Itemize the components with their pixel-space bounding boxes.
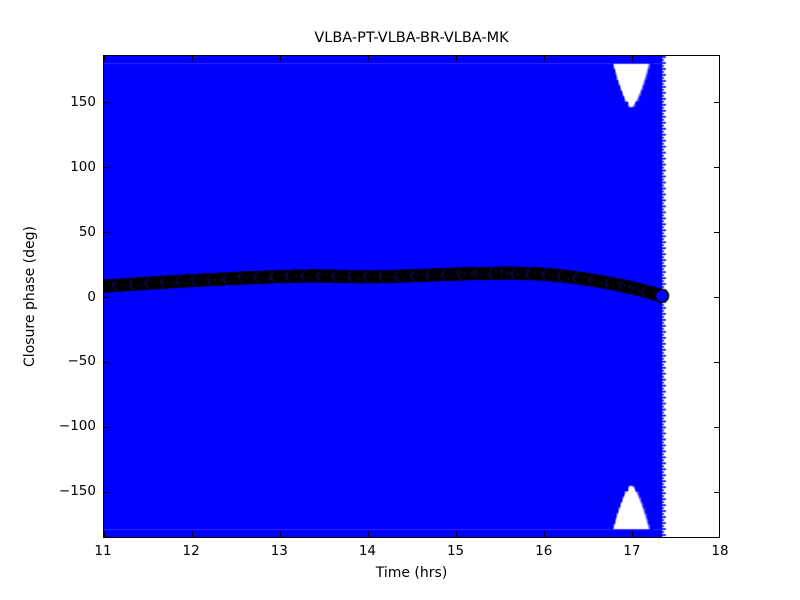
x-tick-mark [455, 532, 458, 537]
y-tick-mark [714, 491, 719, 493]
y-tick-mark [714, 361, 719, 363]
y-tick-mark [714, 167, 719, 169]
x-tick-mark [279, 56, 281, 61]
x-tick-label: 15 [446, 543, 465, 559]
x-axis-label: Time (hrs) [375, 565, 448, 581]
x-tick-mark [104, 532, 105, 537]
y-tick-mark [104, 231, 109, 234]
x-tick-mark [279, 532, 281, 537]
y-tick-mark [104, 361, 109, 363]
x-tick-label: 13 [270, 543, 288, 559]
y-tick-mark [104, 296, 109, 299]
x-tick-label: 16 [535, 543, 553, 559]
x-tick-mark [544, 532, 546, 537]
y-tick-mark [104, 102, 109, 104]
y-tick-mark [104, 167, 109, 169]
chart-title: VLBA-PT-VLBA-BR-VLBA-MK [314, 30, 509, 46]
y-tick-label: −150 [58, 483, 96, 500]
plot-area [103, 55, 720, 538]
x-tick-mark [367, 56, 370, 61]
y-tick-label: 150 [70, 93, 96, 110]
y-tick-mark [714, 426, 719, 428]
x-tick-label: 14 [358, 543, 377, 559]
x-tick-mark [104, 56, 105, 61]
y-tick-label: 100 [70, 158, 96, 175]
x-tick-label: 18 [711, 543, 729, 559]
x-tick-mark [191, 532, 193, 537]
y-tick-mark [104, 426, 109, 428]
y-tick-label: 50 [78, 223, 96, 240]
x-tick-mark [632, 532, 634, 537]
y-axis-label: Closure phase (deg) [22, 226, 38, 367]
scatter-plot-canvas [104, 56, 719, 537]
y-tick-label: −100 [58, 418, 96, 435]
x-tick-label: 11 [94, 543, 112, 559]
y-tick-label: 0 [87, 288, 96, 305]
y-tick-label: −50 [67, 353, 97, 370]
y-tick-mark [714, 231, 719, 234]
x-tick-label: 12 [182, 543, 200, 559]
x-tick-mark [632, 56, 634, 61]
x-tick-mark [455, 56, 458, 61]
x-tick-mark [544, 56, 546, 61]
y-tick-mark [714, 102, 719, 104]
y-tick-mark [714, 296, 719, 299]
x-tick-mark [367, 532, 370, 537]
x-tick-label: 17 [623, 543, 641, 559]
y-tick-mark [104, 491, 109, 493]
x-tick-mark [191, 56, 193, 61]
